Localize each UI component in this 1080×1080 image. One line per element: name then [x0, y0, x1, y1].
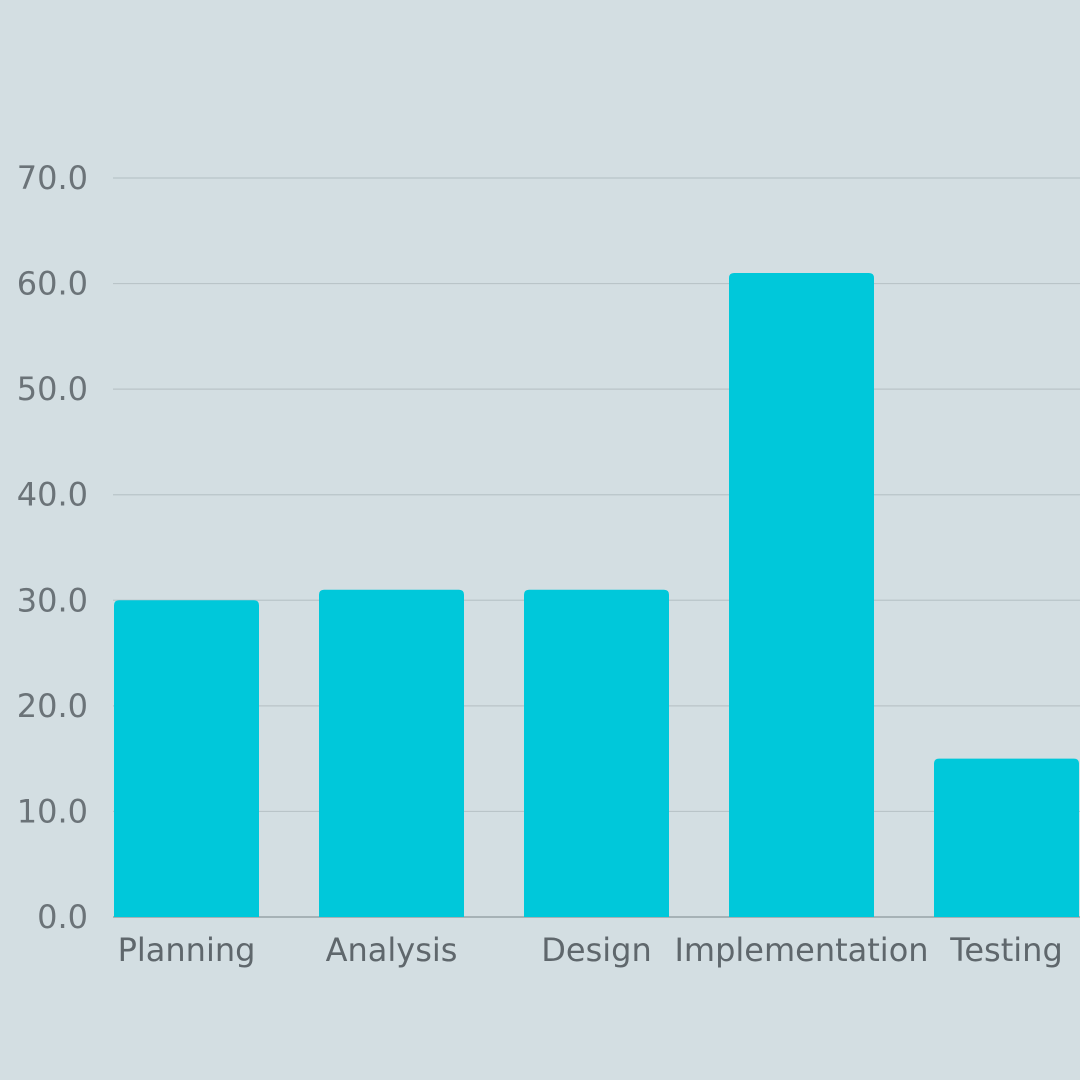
y-tick-label: 70.0	[17, 159, 88, 197]
x-category-label: Planning	[118, 931, 256, 969]
y-tick-label: 10.0	[17, 792, 88, 830]
x-category-label: Design	[541, 931, 651, 969]
bar-planning	[114, 600, 259, 917]
x-axis-category-labels: Planning Analysis Design Implementation Test…	[118, 931, 1063, 969]
y-tick-label: 20.0	[17, 687, 88, 725]
bar-testing	[934, 758, 1079, 917]
x-category-label: Implementation	[674, 931, 928, 969]
y-tick-label: 60.0	[17, 265, 88, 303]
y-tick-label: 50.0	[17, 370, 88, 408]
bar-analysis	[319, 589, 464, 917]
x-category-label: Testing	[949, 931, 1063, 969]
bar-design	[524, 589, 669, 917]
bars	[114, 273, 1079, 917]
y-tick-label: 40.0	[17, 476, 88, 514]
x-category-label: Analysis	[326, 931, 458, 969]
bar-implementation	[729, 273, 874, 917]
y-tick-label: 0.0	[37, 898, 88, 936]
y-tick-label: 30.0	[17, 581, 88, 619]
y-axis-tick-labels: 0.0 10.0 20.0 30.0 40.0 50.0 60.0 70.0	[17, 159, 88, 936]
